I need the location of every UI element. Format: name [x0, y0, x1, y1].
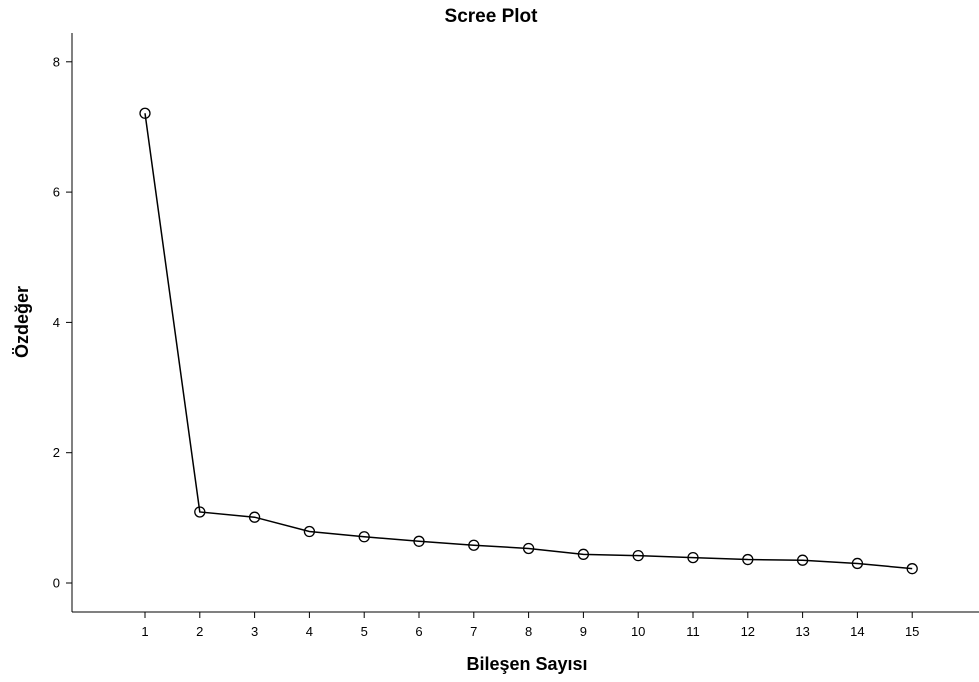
data-point [796, 554, 809, 566]
y-axis-ticks: 0 2 4 6 8 [53, 54, 72, 591]
data-point [248, 511, 261, 523]
x-axis-ticks: 1 2 3 4 5 6 7 8 9 10 11 12 13 14 15 [141, 612, 919, 639]
data-point [303, 525, 316, 538]
data-point [742, 553, 754, 566]
y-tick-label: 6 [53, 185, 60, 200]
x-tick-label: 13 [795, 624, 809, 639]
y-tick-label: 0 [53, 576, 60, 591]
y-tick-label: 2 [53, 445, 60, 460]
data-point [139, 107, 151, 119]
data-point [413, 535, 425, 547]
plot-area [139, 107, 918, 575]
x-tick-label: 10 [631, 624, 645, 639]
data-point [468, 539, 480, 551]
x-tick-label: 5 [361, 624, 368, 639]
chart-title: Scree Plot [445, 6, 539, 27]
x-tick-label: 9 [580, 624, 587, 639]
y-tick-label: 4 [53, 315, 60, 330]
x-tick-label: 7 [470, 624, 477, 639]
x-tick-label: 8 [525, 624, 532, 639]
x-tick-label: 15 [905, 624, 919, 639]
data-point [522, 542, 535, 555]
x-tick-label: 11 [686, 624, 700, 639]
series-line [144, 113, 913, 570]
data-point [851, 557, 864, 570]
y-axis-title: Özdeğer [12, 286, 32, 358]
x-tick-label: 1 [141, 624, 148, 639]
x-tick-label: 12 [741, 624, 755, 639]
x-tick-label: 4 [306, 624, 313, 639]
data-point [194, 506, 206, 518]
x-tick-label: 2 [196, 624, 203, 639]
data-point [906, 563, 918, 575]
x-tick-label: 3 [251, 624, 258, 639]
x-axis-title: Bileşen Sayısı [466, 654, 587, 674]
data-point [687, 551, 699, 564]
x-tick-label: 6 [415, 624, 422, 639]
x-tick-label: 14 [850, 624, 864, 639]
data-point [577, 548, 590, 560]
y-tick-label: 8 [53, 54, 60, 69]
data-point [632, 549, 644, 562]
data-point [358, 531, 370, 543]
